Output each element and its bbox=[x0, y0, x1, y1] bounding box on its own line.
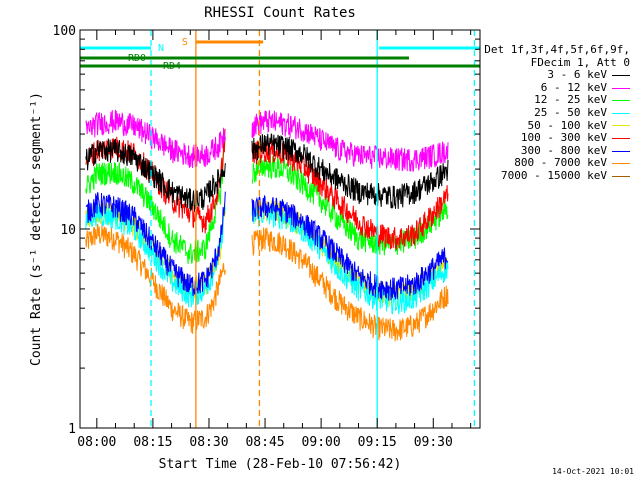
legend-item-label: 7000 - 15000 keV bbox=[501, 168, 607, 182]
series-line-2-part-1 bbox=[251, 155, 449, 256]
legend-swatch bbox=[612, 175, 630, 177]
legend-item-label: 12 - 25 keV bbox=[534, 93, 607, 107]
legend-item-label: 50 - 100 keV bbox=[527, 118, 607, 132]
x-tick-label: 08:45 bbox=[245, 435, 284, 450]
legend-swatch bbox=[612, 100, 630, 102]
bar-label-rd4: RD4 bbox=[163, 61, 181, 72]
chart-title: RHESSI Count Rates bbox=[204, 5, 356, 21]
bar-label-rd0: RD0 bbox=[128, 53, 146, 64]
series-line-1-part-1 bbox=[251, 110, 449, 172]
legend-item-label: 3 - 6 keV bbox=[547, 68, 607, 82]
footer-date: 14-Oct-2021 10:01 bbox=[552, 467, 634, 476]
y-tick-label: 100 bbox=[53, 24, 76, 39]
legend-swatch bbox=[612, 74, 630, 76]
legend-swatch bbox=[612, 112, 630, 114]
series-line-3-part-0 bbox=[85, 202, 226, 308]
y-axis-label: Count Rate (s⁻¹ detector segment⁻¹) bbox=[29, 92, 44, 366]
series-line-6-part-1 bbox=[251, 194, 449, 301]
legend: Det 1f,3f,4f,5f,6f,9f, FDecim 1, Att 0 3… bbox=[484, 43, 630, 183]
series-line-7-part-0 bbox=[85, 223, 226, 334]
x-tick-label: 08:30 bbox=[189, 435, 228, 450]
legend-item-label: 800 - 7000 keV bbox=[514, 156, 607, 170]
legend-item-label: 6 - 12 keV bbox=[540, 80, 607, 94]
x-axis-label: Start Time (28-Feb-10 07:56:42) bbox=[159, 457, 402, 472]
legend-item: 50 - 100 keV bbox=[484, 118, 630, 133]
x-tick-label: 09:15 bbox=[358, 435, 397, 450]
legend-header-line-1: Det 1f,3f,4f,5f,6f,9f, bbox=[484, 43, 630, 56]
legend-item-label: 100 - 300 keV bbox=[520, 131, 607, 145]
legend-item: 25 - 50 keV bbox=[484, 105, 630, 120]
series-line-1-part-0 bbox=[85, 109, 226, 169]
legend-item: 12 - 25 keV bbox=[484, 94, 630, 107]
series-line-0-part-1 bbox=[251, 133, 449, 209]
series-line-6-part-0 bbox=[85, 191, 226, 297]
series-line-0-part-0 bbox=[85, 138, 226, 212]
series-line-2-part-0 bbox=[85, 136, 226, 265]
legend-swatch bbox=[612, 163, 630, 165]
x-tick-label: 08:00 bbox=[77, 435, 116, 450]
legend-item: 6 - 12 keV bbox=[484, 80, 630, 95]
bar-label-n: N bbox=[158, 43, 164, 54]
bar-label-s: S bbox=[182, 37, 188, 48]
y-tick-label: 10 bbox=[60, 223, 76, 238]
legend-item-label: 300 - 800 keV bbox=[520, 143, 607, 157]
x-tick-label: 08:15 bbox=[133, 435, 172, 450]
legend-item: 800 - 7000 keV bbox=[484, 157, 630, 170]
y-tick-label: 1 bbox=[68, 422, 76, 437]
legend-item: 300 - 800 keV bbox=[484, 143, 630, 158]
legend-swatch bbox=[612, 137, 630, 139]
legend-item: 3 - 6 keV bbox=[484, 69, 630, 82]
legend-swatch bbox=[612, 150, 630, 152]
series-line-5-part-1 bbox=[251, 139, 449, 251]
x-tick-label: 09:00 bbox=[302, 435, 341, 450]
legend-item: 100 - 300 keV bbox=[484, 132, 630, 145]
series-line-7-part-1 bbox=[251, 227, 449, 342]
x-tick-label: 09:30 bbox=[414, 435, 453, 450]
legend-swatch bbox=[612, 125, 630, 127]
legend-swatch bbox=[612, 87, 630, 89]
legend-item-label: 25 - 50 keV bbox=[534, 105, 607, 119]
legend-header-line-2: FDecim 1, Att 0 bbox=[530, 55, 630, 69]
legend-item: 7000 - 15000 keV bbox=[484, 168, 630, 183]
